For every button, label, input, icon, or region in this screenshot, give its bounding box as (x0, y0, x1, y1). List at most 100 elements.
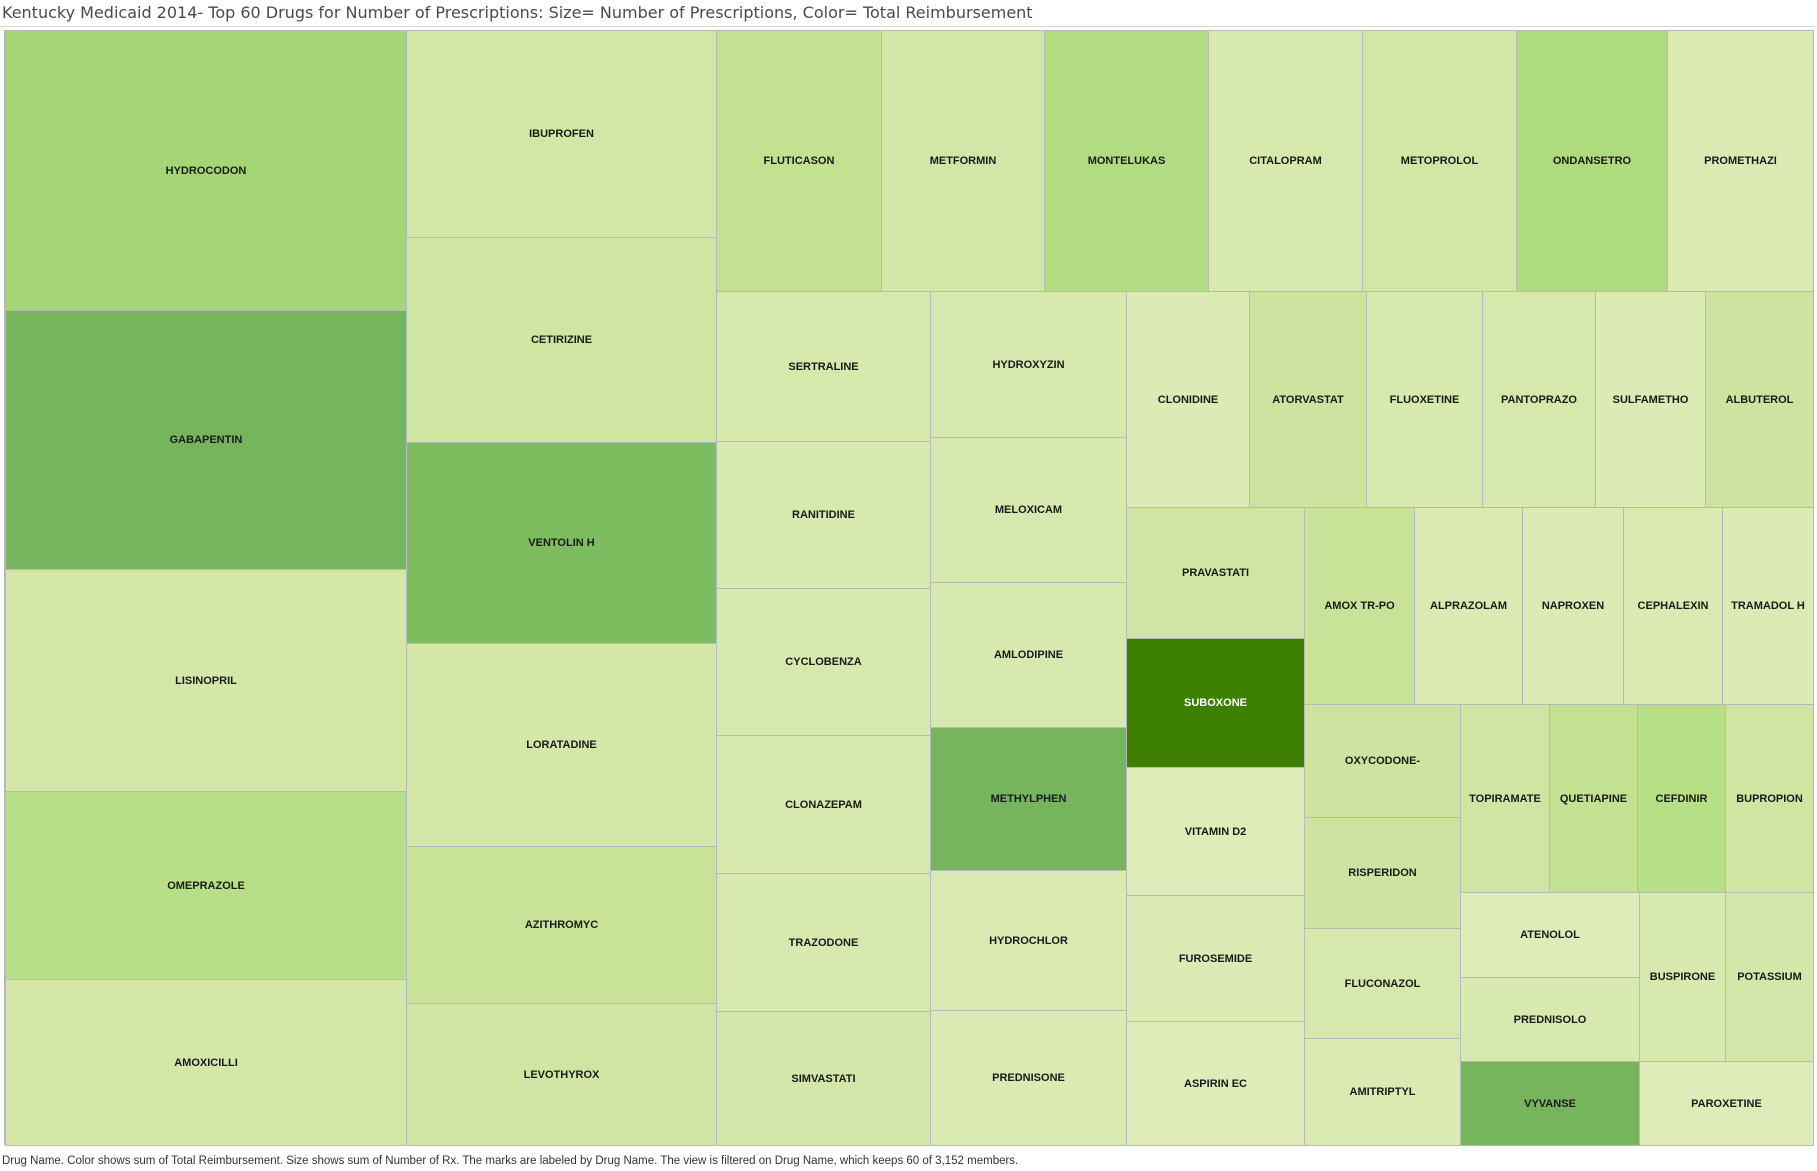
treemap-cell-label: TRAZODONE (788, 936, 859, 949)
treemap-cell[interactable]: METFORMIN (881, 30, 1045, 292)
treemap-cell-label: PANTOPRAZO (1501, 393, 1577, 406)
treemap-cell-label: FLUTICASON (763, 155, 835, 167)
treemap-cell[interactable]: METHYLPHEN (930, 727, 1127, 871)
treemap-cell-label: LISINOPRIL (175, 674, 237, 687)
treemap-cell[interactable]: AMITRIPTYL (1304, 1038, 1461, 1146)
treemap-cell-label: PROMETHAZI (1704, 155, 1777, 167)
treemap-cell[interactable]: LORATADINE (406, 643, 717, 847)
treemap-cell-label: POTASSIUM (1737, 971, 1802, 983)
treemap-cell-label: SERTRALINE (788, 360, 859, 373)
treemap-cell[interactable]: CLONAZEPAM (716, 735, 931, 874)
treemap-cell[interactable]: QUETIAPINE (1549, 704, 1638, 893)
treemap-cell-label: VYVANSE (1524, 1097, 1576, 1110)
treemap-cell[interactable]: BUPROPION (1725, 704, 1814, 893)
treemap-cell-label: FLUOXETINE (1389, 393, 1460, 406)
treemap-cell[interactable]: GABAPENTIN (5, 310, 407, 570)
treemap-cell[interactable]: ASPIRIN EC (1126, 1021, 1305, 1146)
treemap-cell[interactable]: TRAMADOL H (1722, 507, 1814, 705)
treemap-cell-label: ATENOLOL (1520, 929, 1580, 941)
treemap-cell[interactable]: SUBOXONE (1126, 638, 1305, 768)
treemap-cell[interactable]: AZITHROMYC (406, 846, 717, 1004)
treemap-cell[interactable]: ATORVASTAT (1249, 291, 1367, 508)
treemap-cell[interactable]: PANTOPRAZO (1482, 291, 1596, 508)
treemap-cell[interactable]: FUROSEMIDE (1126, 895, 1305, 1022)
treemap-cell[interactable]: RANITIDINE (716, 441, 931, 589)
treemap-cell-label: CEPHALEXIN (1637, 600, 1709, 612)
chart-caption: Drug Name. Color shows sum of Total Reim… (2, 1155, 1019, 1167)
title-divider (0, 26, 1817, 27)
treemap-cell[interactable]: AMOX TR-PO (1304, 507, 1415, 705)
treemap-cell-label: PREDNISOLO (1513, 1013, 1587, 1026)
treemap-cell[interactable]: SULFAMETHO (1595, 291, 1706, 508)
treemap-cell[interactable]: AMOXICILLI (5, 979, 407, 1146)
treemap-cell-label: HYDROCODON (165, 164, 247, 177)
treemap-cell-label: CEFDINIR (1655, 792, 1708, 805)
treemap-cell[interactable]: SERTRALINE (716, 291, 931, 442)
treemap-cell[interactable]: BUSPIRONE (1639, 892, 1726, 1062)
treemap-cell[interactable]: HYDROCODON (5, 30, 407, 311)
treemap-cell-label: VITAMIN D2 (1184, 825, 1247, 838)
treemap-cell-label: BUSPIRONE (1649, 971, 1716, 983)
treemap-cell-label: PREDNISONE (992, 1072, 1065, 1084)
treemap-cell-label: ASPIRIN EC (1184, 1077, 1247, 1090)
treemap-cell[interactable]: HYDROCHLOR (930, 870, 1127, 1011)
treemap-cell-label: ONDANSETRO (1552, 155, 1632, 167)
treemap-cell[interactable]: IBUPROFEN (406, 30, 717, 238)
treemap-cell[interactable]: AMLODIPINE (930, 582, 1127, 728)
treemap-cell-label: AMOXICILLI (174, 1056, 238, 1069)
treemap-cell[interactable]: MONTELUKAS (1044, 30, 1209, 292)
treemap-cell[interactable]: ONDANSETRO (1516, 30, 1668, 292)
treemap-cell-label: ALPRAZOLAM (1430, 600, 1507, 612)
treemap-cell-label: HYDROCHLOR (989, 934, 1068, 947)
treemap-cell-label: BUPROPION (1736, 792, 1803, 805)
treemap-cell[interactable]: PAROXETINE (1639, 1061, 1814, 1146)
treemap-cell-label: HYDROXYZIN (992, 358, 1065, 371)
treemap-cell[interactable]: LEVOTHYROX (406, 1003, 717, 1146)
treemap-cell[interactable]: CEPHALEXIN (1623, 507, 1723, 705)
treemap-cell-label: METHYLPHEN (990, 793, 1067, 805)
treemap-cell[interactable]: ALPRAZOLAM (1414, 507, 1523, 705)
treemap-cell[interactable]: CEFDINIR (1637, 704, 1726, 893)
treemap-cell[interactable]: FLUOXETINE (1366, 291, 1483, 508)
treemap-cell[interactable]: FLUCONAZOL (1304, 928, 1461, 1039)
treemap-cell[interactable]: NAPROXEN (1522, 507, 1624, 705)
treemap-cell-label: RANITIDINE (792, 509, 855, 521)
treemap-cell-label: PAROXETINE (1691, 1097, 1762, 1110)
treemap-cell-label: SULFAMETHO (1612, 393, 1689, 406)
treemap-cell-label: TOPIRAMATE (1469, 792, 1541, 805)
treemap-cell[interactable]: PRAVASTATI (1126, 507, 1305, 639)
treemap-cell-label: VENTOLIN H (528, 537, 595, 549)
treemap-cell[interactable]: PREDNISONE (930, 1010, 1127, 1146)
treemap-cell[interactable]: TRAZODONE (716, 873, 931, 1012)
treemap-cell-label: CITALOPRAM (1249, 155, 1322, 167)
treemap-cell[interactable]: HYDROXYZIN (930, 291, 1127, 438)
treemap-cell[interactable]: CYCLOBENZA (716, 588, 931, 736)
treemap-cell[interactable]: RISPERIDON (1304, 817, 1461, 929)
treemap-cell[interactable]: ALBUTEROL (1705, 291, 1814, 508)
treemap-cell-label: AMLODIPINE (993, 649, 1064, 661)
treemap-cell[interactable]: METOPROLOL (1362, 30, 1517, 292)
treemap-cell[interactable]: OXYCODONE- (1304, 704, 1461, 818)
treemap-cell[interactable]: OMEPRAZOLE (5, 791, 407, 980)
treemap-cell-label: METOPROLOL (1400, 155, 1479, 167)
treemap-cell[interactable]: MELOXICAM (930, 437, 1127, 583)
treemap-cell[interactable]: TOPIRAMATE (1460, 704, 1550, 893)
treemap-cell[interactable]: VITAMIN D2 (1126, 767, 1305, 896)
treemap-cell[interactable]: SIMVASTATI (716, 1011, 931, 1146)
treemap-cell[interactable]: CLONIDINE (1126, 291, 1250, 508)
treemap-cell[interactable]: PREDNISOLO (1460, 977, 1640, 1062)
treemap-cell[interactable]: ATENOLOL (1460, 892, 1640, 978)
treemap-cell[interactable]: PROMETHAZI (1667, 30, 1814, 292)
chart-title: Kentucky Medicaid 2014- Top 60 Drugs for… (2, 3, 1033, 22)
treemap-cell[interactable]: FLUTICASON (716, 30, 882, 292)
treemap-cell[interactable]: VYVANSE (1460, 1061, 1640, 1146)
treemap-cell[interactable]: VENTOLIN H (406, 442, 717, 644)
treemap-cell[interactable]: CITALOPRAM (1208, 30, 1363, 292)
treemap-cell-label: CYCLOBENZA (785, 656, 862, 668)
treemap-cell-label: NAPROXEN (1541, 600, 1605, 612)
treemap-cell-label: MONTELUKAS (1087, 155, 1166, 167)
treemap-cell-label: CLONIDINE (1157, 393, 1219, 406)
treemap-cell[interactable]: LISINOPRIL (5, 569, 407, 792)
treemap-cell[interactable]: CETIRIZINE (406, 237, 717, 443)
treemap-cell[interactable]: POTASSIUM (1725, 892, 1814, 1062)
